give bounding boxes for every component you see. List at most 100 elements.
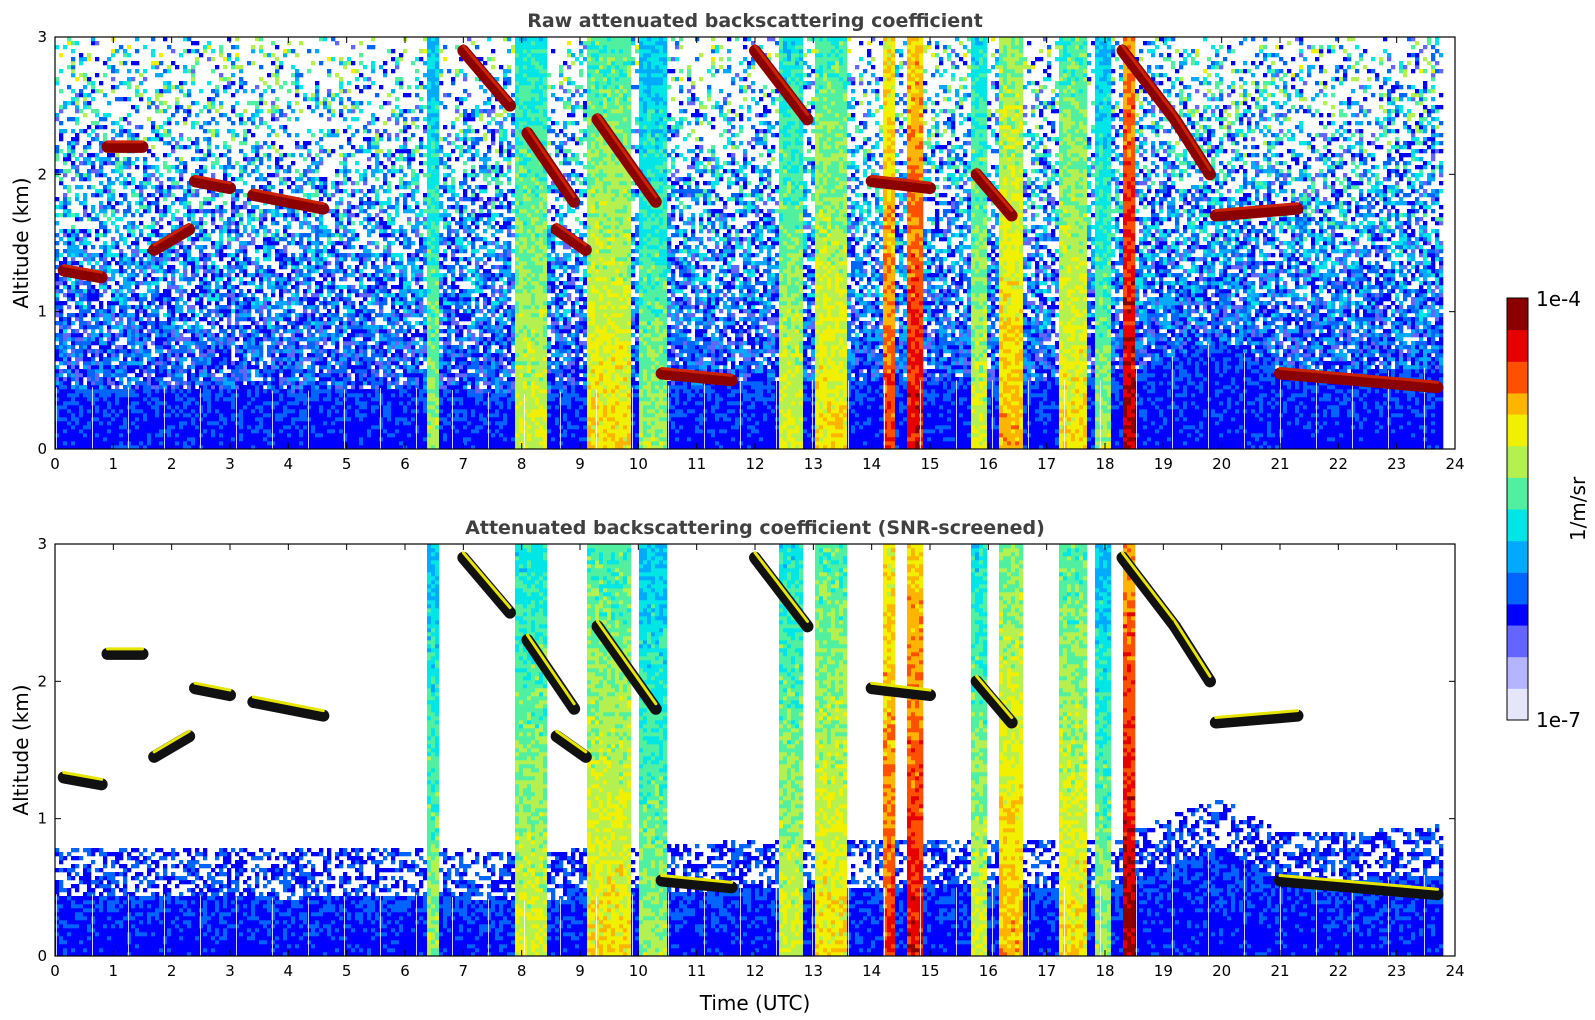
heatmap-cell: [59, 433, 63, 437]
heatmap-cell: [151, 321, 155, 325]
heatmap-cell: [103, 345, 107, 349]
heatmap-cell: [139, 201, 143, 205]
heatmap-cell: [115, 353, 119, 357]
heatmap-cell: [155, 389, 159, 393]
heatmap-cell: [107, 113, 111, 117]
heatmap-cell: [79, 301, 83, 305]
heatmap-cell: [99, 397, 103, 401]
heatmap-cell: [95, 389, 99, 393]
heatmap-cell: [67, 145, 71, 149]
heatmap-cell: [71, 385, 75, 389]
heatmap-cell: [143, 205, 147, 209]
heatmap-cell: [143, 309, 147, 313]
heatmap-cell: [159, 381, 163, 385]
heatmap-cell: [127, 161, 131, 165]
heatmap-cell: [83, 345, 87, 349]
heatmap-cell: [119, 181, 123, 185]
heatmap-cell: [71, 253, 75, 257]
heatmap-cell: [95, 377, 99, 381]
heatmap-cell: [91, 85, 95, 89]
heatmap-cell: [115, 417, 119, 421]
heatmap-cell: [127, 85, 131, 89]
heatmap-cell: [71, 65, 75, 69]
heatmap-cell: [79, 161, 83, 165]
heatmap-cell: [155, 177, 159, 181]
heatmap-cell: [71, 261, 75, 265]
heatmap-cell: [139, 213, 143, 217]
heatmap-cell: [143, 397, 147, 401]
heatmap-cell: [91, 325, 95, 329]
heatmap-cell: [91, 285, 95, 289]
heatmap-cell: [95, 333, 99, 337]
heatmap-cell: [135, 425, 139, 429]
heatmap-cell: [91, 193, 95, 197]
heatmap-cell: [159, 417, 163, 421]
heatmap-cell: [119, 329, 123, 333]
heatmap-cell: [107, 329, 111, 333]
heatmap-cell: [75, 305, 79, 309]
heatmap-cell: [103, 117, 107, 121]
heatmap-cell: [159, 433, 163, 437]
heatmap-cell: [59, 369, 63, 373]
heatmap-cell: [147, 257, 151, 261]
heatmap-cell: [103, 93, 107, 97]
heatmap-cell: [143, 165, 147, 169]
heatmap-cell: [103, 313, 107, 317]
heatmap-cell: [123, 237, 127, 241]
heatmap-cell: [67, 41, 71, 45]
heatmap-cell: [119, 233, 123, 237]
heatmap-cell: [143, 69, 147, 73]
heatmap-cell: [103, 189, 107, 193]
heatmap-cell: [91, 161, 95, 165]
heatmap-cell: [119, 361, 123, 365]
heatmap-cell: [119, 433, 123, 437]
heatmap-cell: [111, 193, 115, 197]
heatmap-cell: [151, 37, 155, 41]
heatmap-cell: [95, 441, 99, 445]
heatmap-cell: [55, 389, 59, 393]
heatmap-cell: [63, 101, 67, 105]
heatmap-cell: [75, 341, 79, 345]
heatmap-cell: [67, 413, 71, 417]
heatmap-cell: [123, 269, 127, 273]
heatmap-cell: [135, 209, 139, 213]
heatmap-cell: [135, 297, 139, 301]
heatmap-cell: [99, 409, 103, 413]
heatmap-cell: [71, 393, 75, 397]
heatmap-cell: [123, 293, 127, 297]
heatmap-cell: [131, 413, 135, 417]
heatmap-cell: [67, 425, 71, 429]
heatmap-cell: [119, 369, 123, 373]
heatmap-cell: [147, 329, 151, 333]
heatmap-cell: [127, 165, 131, 169]
heatmap-cell: [59, 205, 63, 209]
heatmap-cell: [91, 397, 95, 401]
heatmap-cell: [83, 329, 87, 333]
heatmap-cell: [91, 377, 95, 381]
heatmap-cell: [107, 345, 111, 349]
heatmap-cell: [63, 321, 67, 325]
heatmap-cell: [123, 413, 127, 417]
heatmap-cell: [155, 201, 159, 205]
heatmap-cell: [79, 397, 83, 401]
heatmap-cell: [87, 381, 91, 385]
heatmap-cell: [143, 429, 147, 433]
heatmap-cell: [107, 349, 111, 353]
heatmap-cell: [127, 437, 131, 441]
heatmap-cell: [55, 405, 59, 409]
heatmap-cell: [151, 433, 155, 437]
heatmap-cell: [67, 253, 71, 257]
heatmap-cell: [115, 269, 119, 273]
heatmap-cell: [139, 365, 143, 369]
heatmap-cell: [99, 253, 103, 257]
heatmap-cell: [127, 393, 131, 397]
heatmap-cell: [103, 413, 107, 417]
heatmap-cell: [99, 389, 103, 393]
heatmap-cell: [99, 329, 103, 333]
heatmap-cell: [143, 137, 147, 141]
heatmap-cell: [111, 245, 115, 249]
heatmap-cell: [147, 321, 151, 325]
heatmap-cell: [75, 93, 79, 97]
heatmap-cell: [115, 413, 119, 417]
heatmap-cell: [107, 377, 111, 381]
